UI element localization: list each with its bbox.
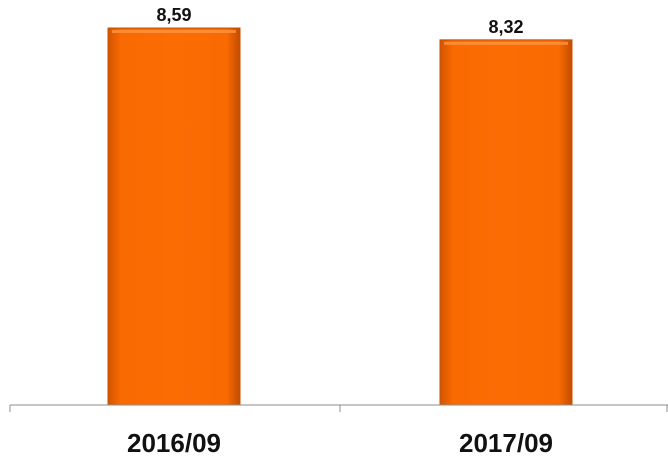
labels-layer: 8,59 2016/09 8,32 2017/09 (127, 5, 553, 458)
bar-2017-09 (439, 39, 573, 406)
value-label-2016-09: 8,59 (156, 5, 191, 25)
bar-highlight-2017-09 (444, 41, 568, 45)
bar-2016-09 (107, 27, 241, 406)
bar-highlight-2016-09 (112, 30, 236, 33)
category-label-2017-09: 2017/09 (459, 428, 553, 458)
bars-layer (107, 27, 573, 406)
value-label-2017-09: 8,32 (488, 17, 523, 37)
category-label-2016-09: 2016/09 (127, 428, 221, 458)
